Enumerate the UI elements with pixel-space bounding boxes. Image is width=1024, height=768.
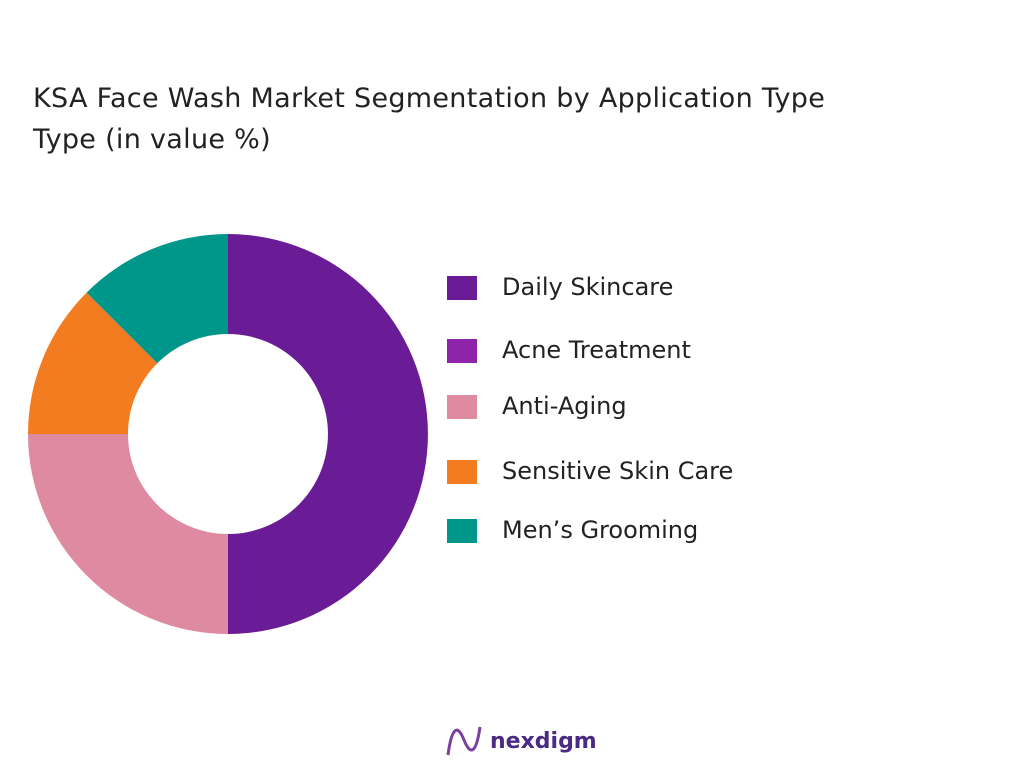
legend-label: Anti-Aging bbox=[502, 392, 627, 420]
slice bbox=[28, 434, 228, 634]
slice bbox=[228, 234, 428, 634]
legend-label: Sensitive Skin Care bbox=[502, 457, 733, 485]
legend-swatch bbox=[447, 276, 477, 300]
legend-label: Men’s Grooming bbox=[502, 516, 698, 544]
chart-title: KSA Face Wash Market Segmentation by App… bbox=[33, 83, 826, 155]
legend-label: Daily Skincare bbox=[502, 273, 673, 301]
logo-text: nexdigm bbox=[490, 729, 597, 754]
logo-icon bbox=[446, 726, 482, 756]
slice bbox=[28, 292, 158, 434]
legend-swatch bbox=[447, 395, 477, 419]
legend-swatch bbox=[447, 460, 477, 484]
legend-swatch bbox=[447, 339, 477, 363]
legend-swatch bbox=[447, 519, 477, 543]
slice bbox=[86, 234, 228, 364]
legend-label: Acne Treatment bbox=[502, 336, 691, 364]
